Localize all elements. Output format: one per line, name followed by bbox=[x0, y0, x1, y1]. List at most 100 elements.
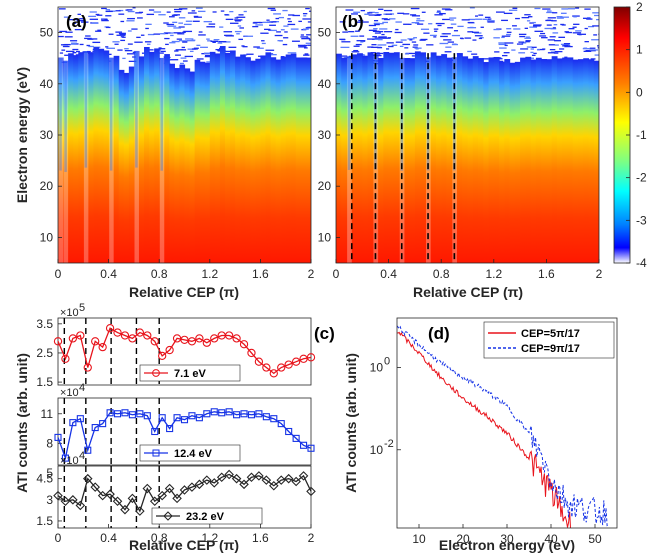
noise-streak bbox=[411, 15, 421, 17]
data-point bbox=[291, 357, 301, 366]
noise-streak bbox=[587, 16, 591, 19]
x-tick-label: 20 bbox=[456, 532, 470, 546]
noise-streak bbox=[77, 13, 82, 15]
colorbar: 2 1 0 -1 -2 -3 -4 bbox=[613, 0, 647, 270]
noise-streak bbox=[306, 34, 311, 36]
noise-streak bbox=[87, 38, 94, 40]
heatmap-column bbox=[204, 62, 211, 263]
noise-streak bbox=[529, 22, 534, 24]
heatmap-column bbox=[73, 55, 79, 263]
data-point bbox=[224, 469, 234, 480]
noise-streak bbox=[177, 33, 185, 35]
data-point bbox=[143, 331, 152, 340]
heatmap-dip bbox=[160, 57, 163, 171]
noise-streak bbox=[542, 8, 551, 10]
noise-streak bbox=[423, 32, 430, 34]
noise-streak bbox=[198, 34, 206, 36]
noise-streak bbox=[592, 25, 599, 27]
noise-streak bbox=[76, 20, 84, 22]
noise-streak bbox=[546, 24, 552, 26]
noise-streak bbox=[187, 48, 196, 50]
noise-streak bbox=[72, 52, 77, 54]
noise-streak bbox=[482, 18, 490, 20]
data-point bbox=[233, 411, 241, 419]
noise-streak bbox=[371, 44, 377, 46]
noise-streak bbox=[360, 9, 366, 12]
data-point bbox=[164, 483, 175, 494]
noise-streak bbox=[592, 12, 599, 14]
noise-streak bbox=[376, 13, 382, 16]
noise-streak bbox=[493, 28, 500, 31]
noise-streak bbox=[444, 51, 452, 53]
noise-streak bbox=[238, 38, 243, 41]
noise-streak bbox=[377, 46, 383, 49]
data-point bbox=[292, 434, 300, 442]
noise-streak bbox=[178, 17, 186, 19]
heatmap-column bbox=[93, 47, 100, 263]
heatmap-column bbox=[290, 53, 297, 263]
noise-streak bbox=[575, 30, 582, 32]
noise-streak bbox=[503, 12, 513, 15]
noise-streak bbox=[484, 16, 491, 19]
noise-streak bbox=[459, 37, 464, 39]
noise-streak bbox=[376, 54, 382, 57]
noise-streak bbox=[298, 46, 307, 48]
x-tick-label: 1.2 bbox=[201, 267, 218, 281]
noise-streak bbox=[85, 35, 91, 37]
heatmap-column bbox=[214, 53, 221, 263]
data-point bbox=[151, 427, 159, 436]
heatmap-column bbox=[280, 56, 287, 263]
noise-streak bbox=[141, 52, 146, 54]
data-point bbox=[202, 338, 211, 347]
noise-streak bbox=[478, 14, 484, 16]
data-point bbox=[76, 331, 85, 340]
noise-streak bbox=[501, 36, 505, 39]
noise-streak bbox=[572, 15, 580, 17]
noise-streak bbox=[302, 28, 309, 30]
colorbar-tick-label: 2 bbox=[636, 0, 643, 14]
noise-streak bbox=[169, 42, 176, 44]
noise-streak bbox=[243, 10, 247, 13]
noise-streak bbox=[88, 15, 97, 18]
noise-streak bbox=[402, 43, 411, 46]
data-point bbox=[166, 424, 174, 433]
colorbar-tick-label: -2 bbox=[636, 171, 647, 185]
noise-streak bbox=[158, 48, 166, 50]
noise-streak bbox=[252, 22, 258, 24]
noise-streak bbox=[533, 24, 542, 26]
noise-streak bbox=[441, 8, 451, 10]
noise-streak bbox=[589, 49, 599, 51]
noise-streak bbox=[395, 41, 403, 43]
colorbar-tick-label: -3 bbox=[636, 213, 647, 227]
noise-streak bbox=[415, 22, 420, 24]
noise-streak bbox=[252, 25, 259, 28]
noise-streak bbox=[64, 54, 72, 56]
heatmap-dip bbox=[109, 57, 113, 171]
noise-streak bbox=[410, 14, 417, 16]
noise-streak bbox=[237, 25, 242, 27]
legend-label: 7.1 eV bbox=[174, 368, 206, 380]
data-point bbox=[195, 334, 204, 343]
noise-streak bbox=[433, 36, 437, 38]
noise-streak bbox=[303, 15, 307, 17]
data-point bbox=[285, 427, 293, 436]
data-point bbox=[254, 357, 264, 366]
noise-streak bbox=[395, 28, 399, 31]
heatmap-column bbox=[300, 57, 307, 263]
data-point bbox=[262, 363, 271, 372]
noise-streak bbox=[71, 42, 77, 44]
noise-streak bbox=[591, 39, 599, 41]
noise-streak bbox=[284, 31, 288, 33]
noise-streak bbox=[349, 25, 356, 27]
data-point bbox=[68, 495, 78, 505]
noise-streak bbox=[358, 19, 364, 22]
noise-streak bbox=[464, 37, 472, 39]
noise-streak bbox=[189, 50, 194, 53]
noise-streak bbox=[264, 28, 271, 31]
subplot-7-1-eV: 3.5 2.5 1.5 ×10 5 7.1 eV bbox=[36, 302, 316, 389]
noise-streak bbox=[63, 16, 69, 18]
noise-streak bbox=[403, 23, 409, 25]
data-point bbox=[277, 363, 286, 372]
noise-streak bbox=[518, 52, 526, 54]
noise-streak bbox=[118, 13, 125, 15]
